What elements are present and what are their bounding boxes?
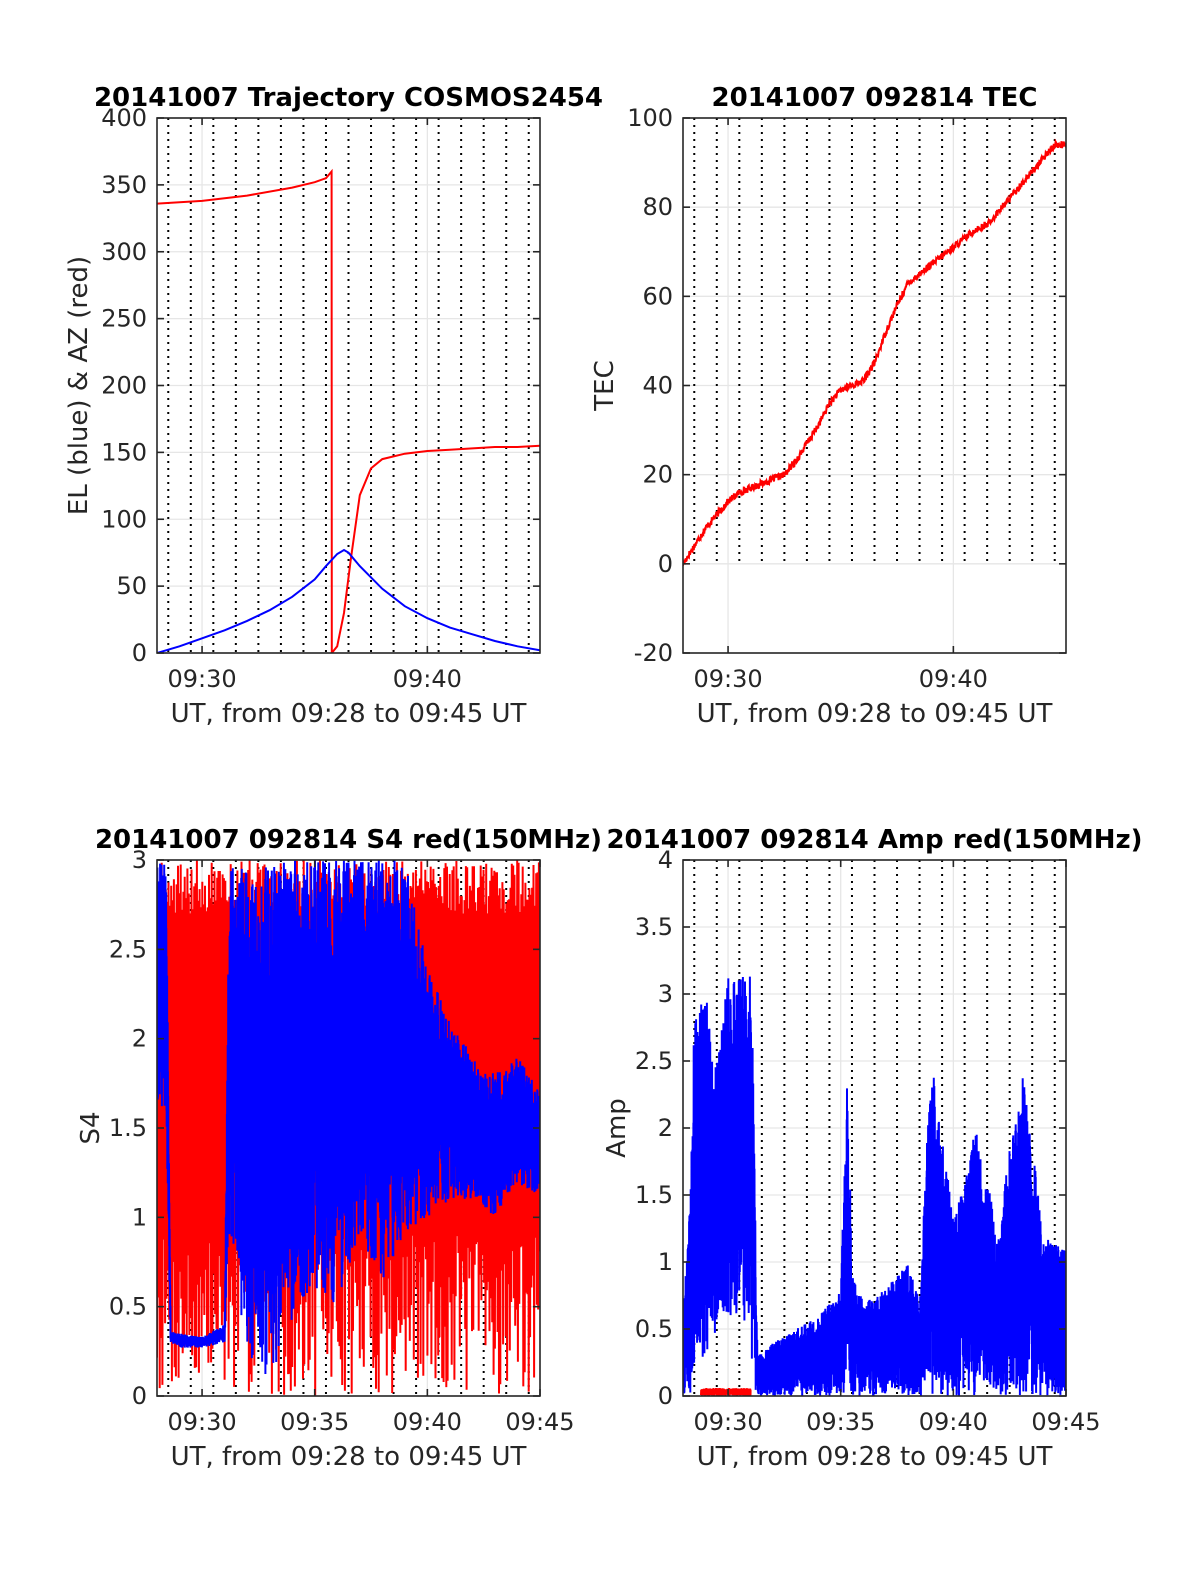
y-tick-label: 1 [132,1203,147,1231]
y-tick-label: 150 [101,438,147,466]
x-tick-label: 09:40 [919,665,988,693]
y-tick-label: 3.5 [635,913,673,941]
y-tick-label: 0 [132,639,147,667]
x-tick-label: 09:40 [393,1408,462,1436]
y-tick-label: 0.5 [109,1293,147,1321]
y-tick-label: 350 [101,171,147,199]
y-tick-label: 1.5 [109,1114,147,1142]
series-line-1 [157,860,540,1375]
chart-title: 20141007 092814 TEC [712,83,1038,113]
chart-trajectory: 0 50 100 150 200 250 300 350 400 09:30 09:40 201410… [64,83,603,729]
y-tick-label: 400 [101,104,147,132]
y-axis-label: EL (blue) & AZ (red) [64,256,94,515]
chart-title: 20141007 092814 Amp red(150MHz) [606,825,1142,855]
series-line-0 [700,1387,752,1396]
x-axis-label: UT, from 09:28 to 09:45 UT [697,1442,1053,1472]
y-tick-label: 0 [658,550,673,578]
x-axis-label: UT, from 09:28 to 09:45 UT [697,699,1053,729]
x-tick-label: 09:45 [1031,1408,1100,1436]
x-tick-label: 09:35 [806,1408,875,1436]
series-group [683,976,1066,1396]
y-tick-label: 1.5 [635,1181,673,1209]
y-tick-label: 100 [627,104,673,132]
y-tick-label: 100 [101,505,147,533]
x-axis-label: UT, from 09:28 to 09:45 UT [171,1442,527,1472]
y-tick-label: 0.5 [635,1315,673,1343]
x-tick-label: 09:30 [167,1408,236,1436]
y-tick-label: 3 [658,980,673,1008]
series-group [683,138,1066,566]
y-tick-label: 2 [658,1114,673,1142]
chart-title: 20141007 Trajectory COSMOS2454 [94,83,603,113]
y-tick-label: 0 [658,1382,673,1410]
x-axis-label: UT, from 09:28 to 09:45 UT [171,699,527,729]
x-tick-label: 09:40 [919,1408,988,1436]
y-tick-label: 2 [132,1025,147,1053]
x-tick-label: 09:30 [167,665,236,693]
y-tick-label: -20 [634,639,673,667]
y-axis-label: TEC [590,360,620,411]
y-tick-label: 60 [642,282,673,310]
y-tick-label: 80 [642,193,673,221]
y-tick-label: 0 [132,1382,147,1410]
y-tick-label: 50 [116,572,147,600]
y-tick-label: 200 [101,372,147,400]
y-tick-label: 1 [658,1248,673,1276]
y-tick-label: 300 [101,238,147,266]
series-line-1 [683,976,1066,1396]
y-tick-label: 4 [658,846,673,874]
x-tick-label: 09:35 [280,1408,349,1436]
x-tick-label: 09:30 [693,1408,762,1436]
series-line-0 [683,138,1066,566]
x-tick-label: 09:40 [393,665,462,693]
y-tick-label: 2.5 [635,1047,673,1075]
y-tick-label: 3 [132,846,147,874]
y-tick-label: 2.5 [109,935,147,963]
chart-s4: 0 0.5 1 1.5 2 2.5 3 09:30 09:35 09:40 09:45 2014100… [76,825,602,1472]
y-axis-label: S4 [76,1111,106,1144]
y-tick-label: 20 [642,461,673,489]
chart-amp: 0 0.5 1 1.5 2 2.5 3 3.5 4 09:30 09:35 09:40 09:45 201… [602,825,1143,1472]
y-tick-label: 40 [642,372,673,400]
chart-title: 20141007 092814 S4 red(150MHz) [95,825,602,855]
series-group [157,168,540,653]
series-line-1 [157,548,540,653]
y-axis-label: Amp [602,1098,632,1158]
series-group [157,860,540,1396]
x-tick-label: 09:45 [505,1408,574,1436]
chart-tec: -20 0 20 40 60 80 100 09:30 09:40 20141007 092814… [590,83,1067,729]
y-tick-label: 250 [101,305,147,333]
x-tick-label: 09:30 [693,665,762,693]
series-line-0 [157,168,540,653]
